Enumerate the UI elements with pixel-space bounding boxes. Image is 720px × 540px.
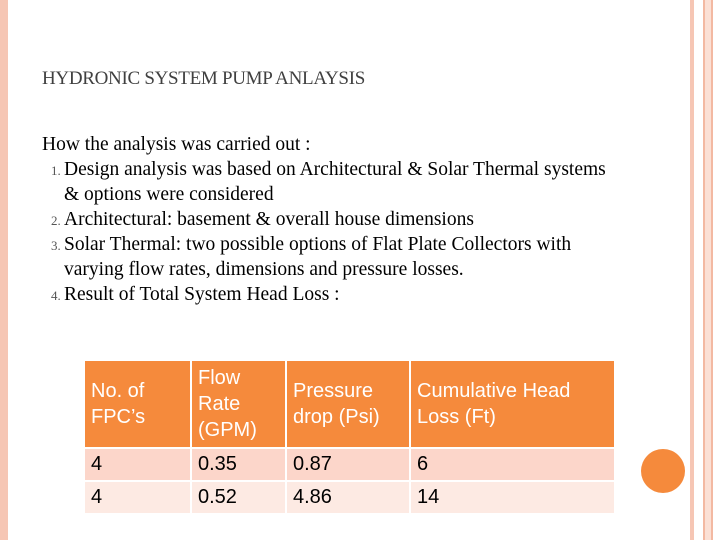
analysis-list: Design analysis was based on Architectur… — [42, 157, 622, 307]
header-head-loss: Cumulative Head Loss (Ft) — [410, 361, 616, 448]
header-no-fpc: No. of FPC’s — [85, 361, 192, 448]
table-cell: 0.52 — [191, 480, 287, 513]
head-loss-table: No. of FPC’s Flow Rate (GPM) Pressure dr… — [85, 361, 616, 513]
table-cell: 0.35 — [191, 447, 287, 481]
table-cell: 4 — [85, 480, 192, 513]
list-item: Result of Total System Head Loss : — [64, 282, 622, 307]
table-cell: 0.87 — [286, 447, 411, 481]
table-row: 4 0.35 0.87 6 — [85, 447, 616, 481]
table-cell: 6 — [410, 447, 616, 481]
list-item: Design analysis was based on Architectur… — [64, 157, 622, 207]
decorative-circle — [641, 449, 685, 493]
list-item: Solar Thermal: two possible options of F… — [64, 232, 622, 282]
table-cell: 14 — [410, 480, 616, 513]
right-border-band — [703, 0, 713, 540]
table-cell: 4.86 — [286, 480, 411, 513]
table-row: 4 0.52 4.86 14 — [85, 480, 616, 513]
intro-text: How the analysis was carried out : — [42, 134, 311, 155]
table-cell: 4 — [85, 447, 192, 481]
left-border — [0, 0, 8, 540]
list-item: Architectural: basement & overall house … — [64, 207, 622, 232]
header-flow-rate: Flow Rate (GPM) — [191, 361, 287, 448]
slide-body: How the analysis was carried out : Desig… — [42, 132, 622, 307]
table-header-row: No. of FPC’s Flow Rate (GPM) Pressure dr… — [85, 361, 616, 448]
slide-title: HYDRONIC SYSTEM PUMP ANLAYSIS — [42, 68, 365, 89]
right-border-line — [690, 0, 694, 540]
header-pressure-drop: Pressure drop (Psi) — [286, 361, 411, 448]
